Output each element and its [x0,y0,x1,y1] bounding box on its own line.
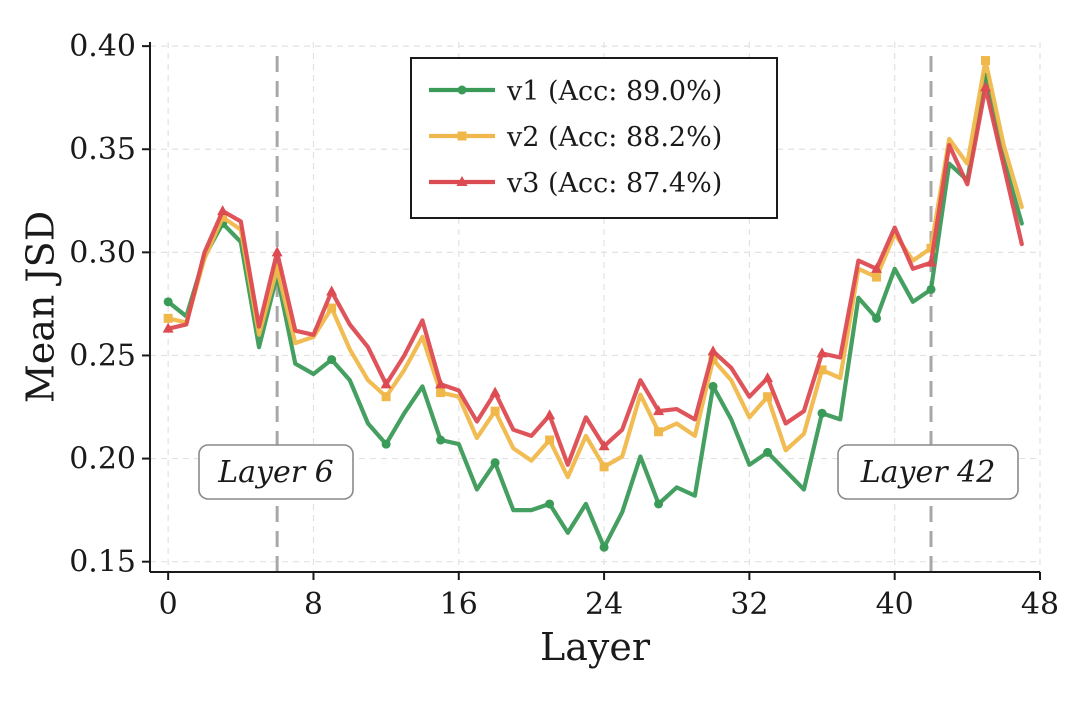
grid [150,42,1041,572]
legend-label-1: v1 (Acc: 89.0%) [506,76,722,107]
legend-marker [456,176,468,186]
x-axis-title: Layer [540,625,651,669]
x-tick-label: 16 [440,587,478,622]
x-tick-label: 8 [304,587,323,622]
series-3-point [707,345,719,356]
series-3-point [271,246,283,257]
series-1-point [163,297,173,307]
series-1-point [763,447,773,457]
series-1-point [654,499,664,509]
series-3-point [816,347,828,358]
y-tick-label: 0.20 [69,442,136,477]
legend-marker [457,131,467,141]
y-tick-label: 0.35 [69,132,136,167]
annotation-box [198,444,354,500]
series-1-point [817,408,827,418]
series-3-point [544,409,556,420]
series-2-point [817,365,827,375]
series-line-1 [166,74,1024,550]
annotation-box [837,444,1019,500]
series-2-point [926,243,936,253]
annotation-label: Layer 6 [217,455,333,490]
series-2-point [163,313,173,323]
y-tick-label: 0.25 [69,338,136,373]
series-2-point [327,303,337,313]
series-2-point [872,272,882,282]
series-2-point [218,212,228,222]
x-tick-label: 32 [730,587,768,622]
series-1-point [436,435,446,445]
series-2-point [272,264,282,274]
x-tick-label: 0 [159,587,178,622]
series-2-point [763,392,773,402]
series-3-point [871,262,883,273]
series-line-3 [166,85,1024,467]
annotations: Layer 6 Layer 42 [198,444,1019,500]
y-axis-title: Mean JSD [18,211,62,403]
x-tick-label: 24 [585,587,623,622]
series-1-point [926,284,936,294]
series-3-point [489,386,501,397]
series-3-point [380,378,392,389]
series-3-point [217,205,229,216]
series-3-point [925,256,937,267]
series-1-point [327,355,337,365]
series-1-point [545,499,555,509]
series-1-point [708,381,718,391]
series-3-point [598,440,610,451]
y-tick-label: 0.15 [69,545,136,580]
series-2-point [599,462,609,472]
series-3-point [653,405,665,416]
series-3-point [162,322,174,333]
series-1-point [599,542,609,552]
y-tick-label: 0.30 [69,235,136,270]
x-tick-label: 48 [1021,587,1059,622]
x-tick-label: 40 [876,587,914,622]
legend-label-3: v3 (Acc: 87.4%) [506,168,722,199]
series-1-point [490,458,500,468]
series-3-point [762,372,774,383]
annotation-label: Layer 42 [860,455,996,490]
series-3-point [980,81,992,92]
series-2-point [436,388,446,398]
series-group [162,56,1024,552]
series-2-point [545,435,555,445]
series-3-point [435,378,447,389]
series-2-point [708,355,718,365]
series-2-point [654,427,664,437]
series-1-point [381,439,391,449]
series-3-point [326,285,338,296]
legend-marker [457,85,467,95]
series-2-point [981,56,991,66]
axes: 0 8 16 24 32 40 48 0.15 0.20 0.25 0.30 0.35 0.40 [69,29,1059,622]
series-2-point [490,406,500,416]
series-1-point [872,313,882,323]
legend: v1 (Acc: 89.0%) v2 (Acc: 88.2%) v3 (Acc: 8… [410,57,778,219]
y-tick-label: 0.40 [69,29,136,64]
legend-label-2: v2 (Acc: 88.2%) [506,122,722,153]
series-2-point [381,392,391,402]
